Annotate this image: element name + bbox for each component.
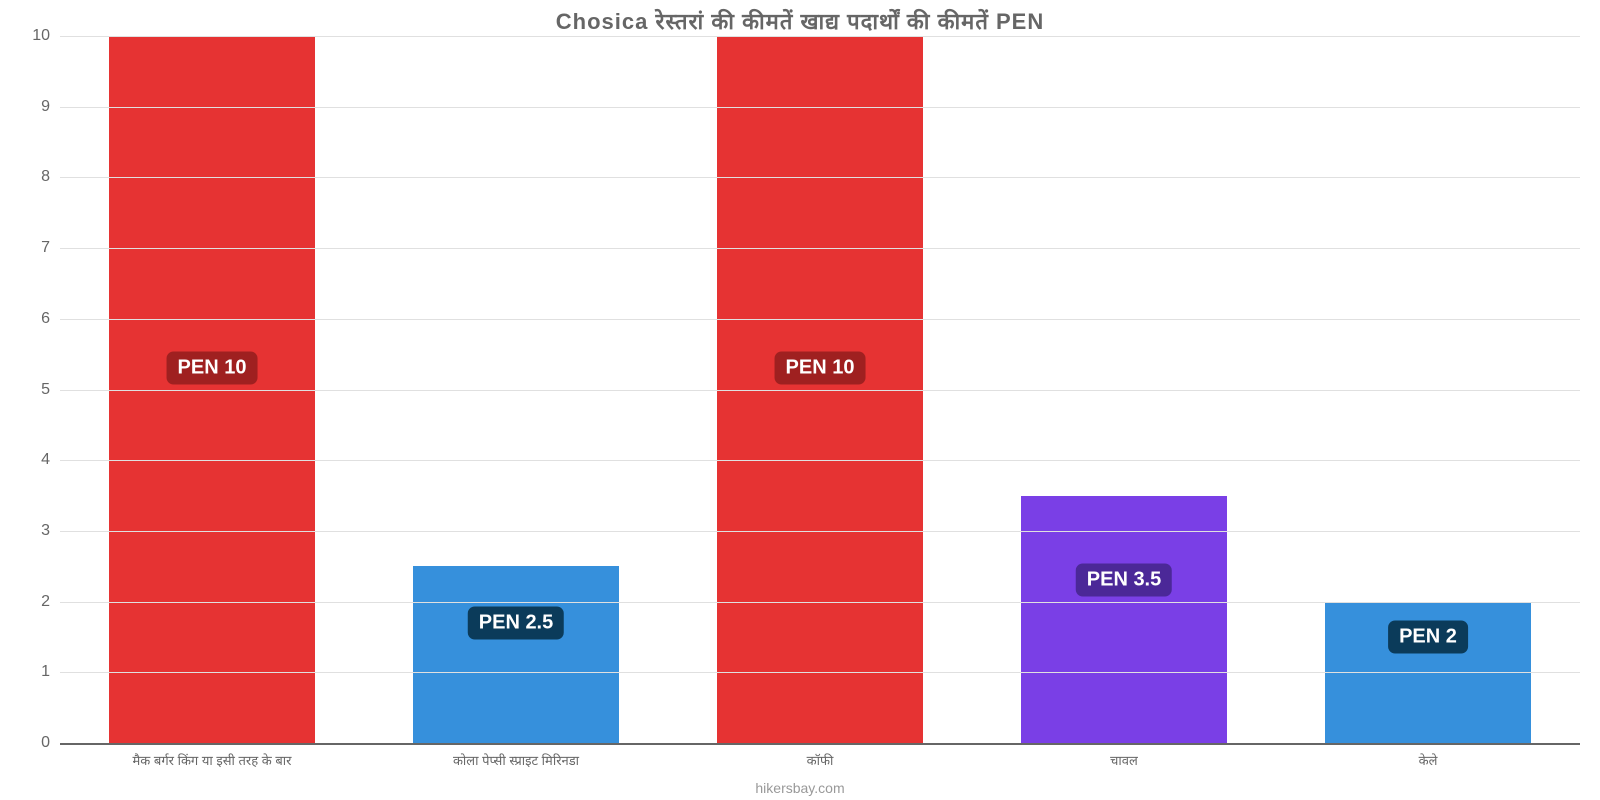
y-tick-label: 2 (41, 593, 60, 611)
y-tick-label: 0 (41, 734, 60, 752)
y-tick-label: 5 (41, 381, 60, 399)
y-tick-label: 9 (41, 98, 60, 116)
y-tick-label: 3 (41, 522, 60, 540)
y-tick-label: 8 (41, 168, 60, 186)
x-tick-label: केले (1276, 743, 1580, 769)
watermark: hikersbay.com (0, 780, 1600, 796)
x-tick-label: कोला पेप्सी स्प्राइट मिरिनडा (364, 743, 668, 769)
bar-value-badge: PEN 2 (1388, 620, 1468, 653)
grid-line (60, 531, 1580, 532)
bar-value-badge: PEN 10 (775, 352, 866, 385)
x-tick-label: मैक बर्गर किंग या इसी तरह के बार (60, 743, 364, 769)
grid-line (60, 672, 1580, 673)
grid-line (60, 248, 1580, 249)
grid-line (60, 107, 1580, 108)
grid-line (60, 319, 1580, 320)
chart-title: Chosica रेस्तरां की कीमतें खाद्य पदार्थो… (0, 6, 1600, 36)
y-tick-label: 1 (41, 663, 60, 681)
grid-line (60, 177, 1580, 178)
plot-area: PEN 10मैक बर्गर किंग या इसी तरह के बारPE… (60, 36, 1580, 745)
grid-line (60, 36, 1580, 37)
bar-value-badge: PEN 2.5 (468, 606, 564, 639)
grid-line (60, 390, 1580, 391)
grid-line (60, 460, 1580, 461)
bar-value-badge: PEN 3.5 (1076, 564, 1172, 597)
y-tick-label: 6 (41, 310, 60, 328)
y-tick-label: 4 (41, 451, 60, 469)
y-tick-label: 10 (32, 27, 60, 45)
bar-chart: Chosica रेस्तरां की कीमतें खाद्य पदार्थो… (0, 0, 1600, 800)
y-tick-label: 7 (41, 239, 60, 257)
bar: PEN 3.5 (1021, 496, 1228, 743)
x-tick-label: चावल (972, 743, 1276, 769)
x-tick-label: कॉफी (668, 743, 972, 769)
grid-line (60, 602, 1580, 603)
bar-value-badge: PEN 10 (167, 352, 258, 385)
bar: PEN 2.5 (413, 566, 620, 743)
